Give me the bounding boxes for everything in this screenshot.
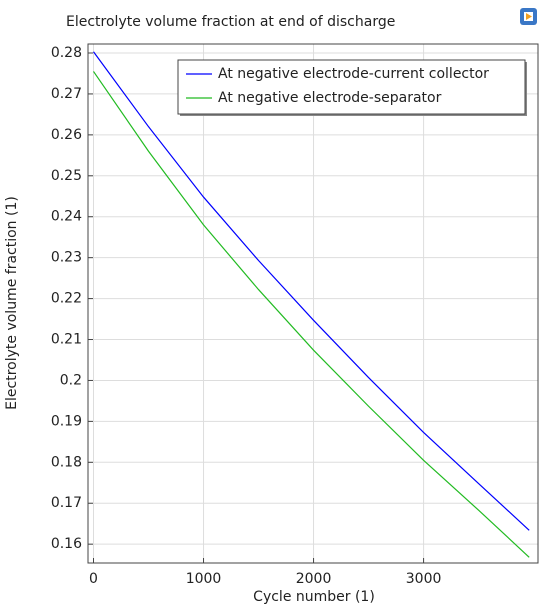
legend-label: At negative electrode-separator <box>218 90 442 106</box>
x-axis-label: Cycle number (1) <box>253 589 375 605</box>
y-tick-label: 0.18 <box>51 454 82 470</box>
y-tick-label: 0.25 <box>51 168 82 184</box>
icon-play[interactable] <box>526 13 532 20</box>
y-tick-label: 0.21 <box>51 332 82 348</box>
y-tick-label: 0.22 <box>51 291 82 307</box>
legend-box <box>177 59 526 115</box>
series-line <box>93 71 530 558</box>
y-tick-label: 0.28 <box>51 45 82 61</box>
icon[interactable] <box>520 8 537 25</box>
y-tick-label: 0.19 <box>51 413 82 429</box>
y-tick-label: 0.16 <box>51 536 82 552</box>
chart-title: Electrolyte volume fraction at end of di… <box>66 14 395 30</box>
x-tick-label: 2000 <box>296 571 332 587</box>
plot-frame <box>87 43 539 564</box>
legend-label: At negative electrode-current collector <box>218 66 489 82</box>
x-tick-label: 3000 <box>406 571 442 587</box>
x-tick-label: 1000 <box>186 571 222 587</box>
y-tick-label: 0.23 <box>51 250 82 266</box>
x-tick-label: 0 <box>89 571 98 587</box>
y-tick-label: 0.27 <box>51 86 82 102</box>
y-tick-label: 0.24 <box>51 209 82 225</box>
y-tick-label: 0.26 <box>51 127 82 143</box>
y-tick-label: 0.2 <box>60 372 82 388</box>
series-line <box>93 51 530 531</box>
plot-area <box>88 44 538 563</box>
y-axis-label: Electrolyte volume fraction (1) <box>4 196 20 410</box>
y-tick-label: 0.17 <box>51 495 82 511</box>
